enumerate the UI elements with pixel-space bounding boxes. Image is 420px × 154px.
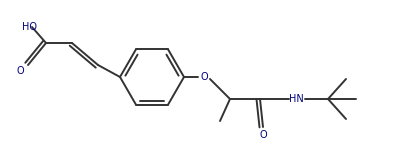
Text: O: O [16, 66, 24, 76]
Text: O: O [200, 72, 208, 82]
Text: HO: HO [22, 22, 37, 32]
Text: O: O [259, 130, 267, 140]
Text: HN: HN [289, 94, 303, 104]
